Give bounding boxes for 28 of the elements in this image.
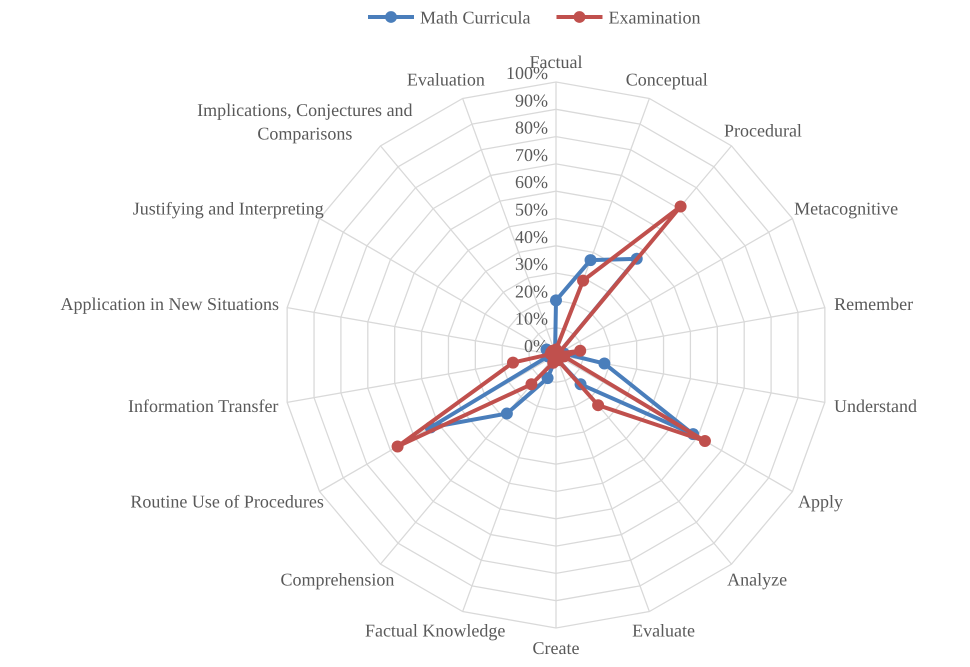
spoke-label: Justifying and Interpreting: [132, 198, 324, 218]
y-tick-label: 80%: [515, 118, 548, 138]
spoke-label: Factual Knowledge: [364, 620, 506, 640]
spoke-label: Comprehension: [280, 569, 394, 590]
spoke-label: Evaluation: [406, 70, 485, 90]
y-tick-label: 70%: [515, 144, 548, 165]
spoke-label: Implications, Conjectures and Comparisons: [197, 100, 413, 144]
y-tick-label: 60%: [515, 172, 548, 192]
y-tick-label: 10%: [515, 308, 548, 329]
spoke-label: Routine Use of Procedures: [130, 492, 324, 512]
spoke-label: Apply: [798, 492, 844, 512]
spoke-label: Procedural: [724, 120, 802, 141]
spoke-label: Conceptual: [626, 70, 708, 90]
spoke-label: Analyze: [727, 569, 788, 590]
spoke-label: Create: [532, 638, 580, 658]
spoke-label: Evaluate: [632, 620, 696, 640]
spoke-label: Application in New Situations: [60, 294, 279, 314]
y-tick-label: 30%: [515, 254, 548, 274]
y-tick-label: 40%: [515, 226, 548, 247]
y-tick-label: 90%: [515, 90, 548, 110]
y-tick-label: 20%: [515, 281, 548, 302]
spoke-label: Remember: [834, 294, 914, 314]
y-tick-label: 50%: [515, 200, 548, 220]
spoke-label: Information Transfer: [128, 396, 278, 416]
legend-label: Examination: [608, 7, 700, 28]
spoke-label: Understand: [834, 396, 918, 416]
legend-label: Math Curricula: [420, 7, 530, 28]
spoke-label: Metacognitive: [794, 198, 898, 218]
